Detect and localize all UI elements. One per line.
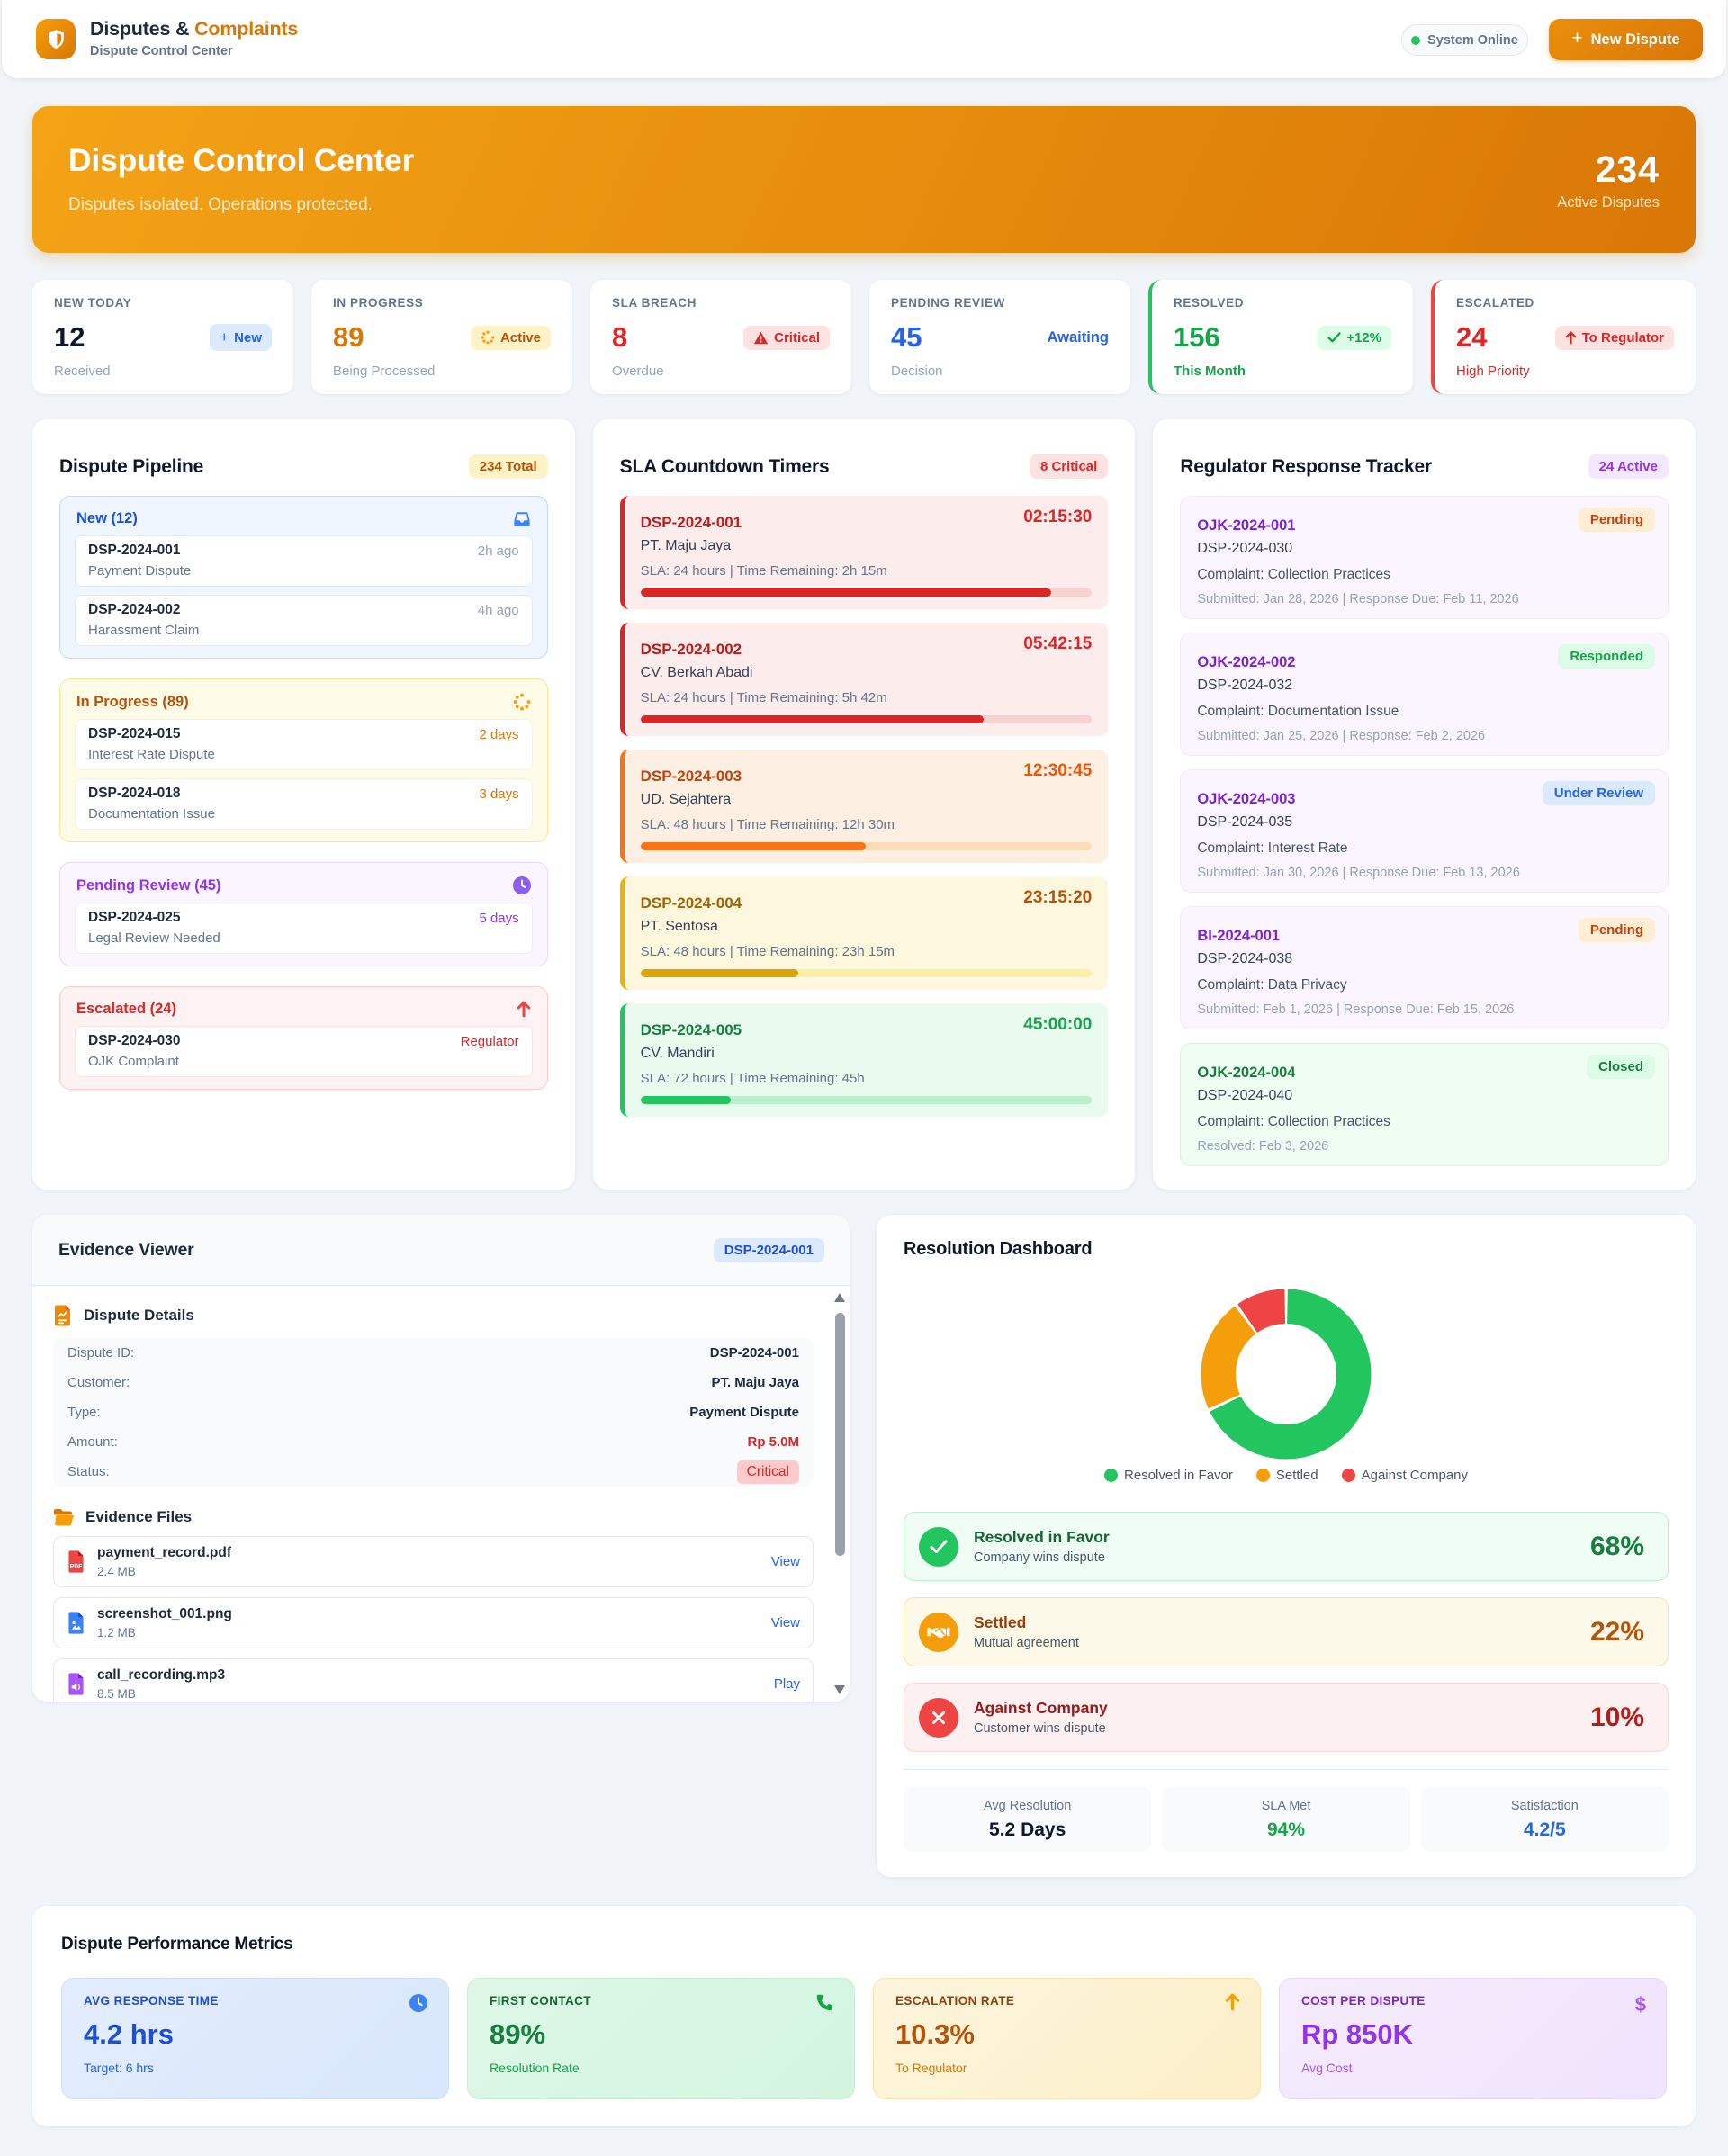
svg-text:PDF: PDF xyxy=(70,1564,83,1570)
